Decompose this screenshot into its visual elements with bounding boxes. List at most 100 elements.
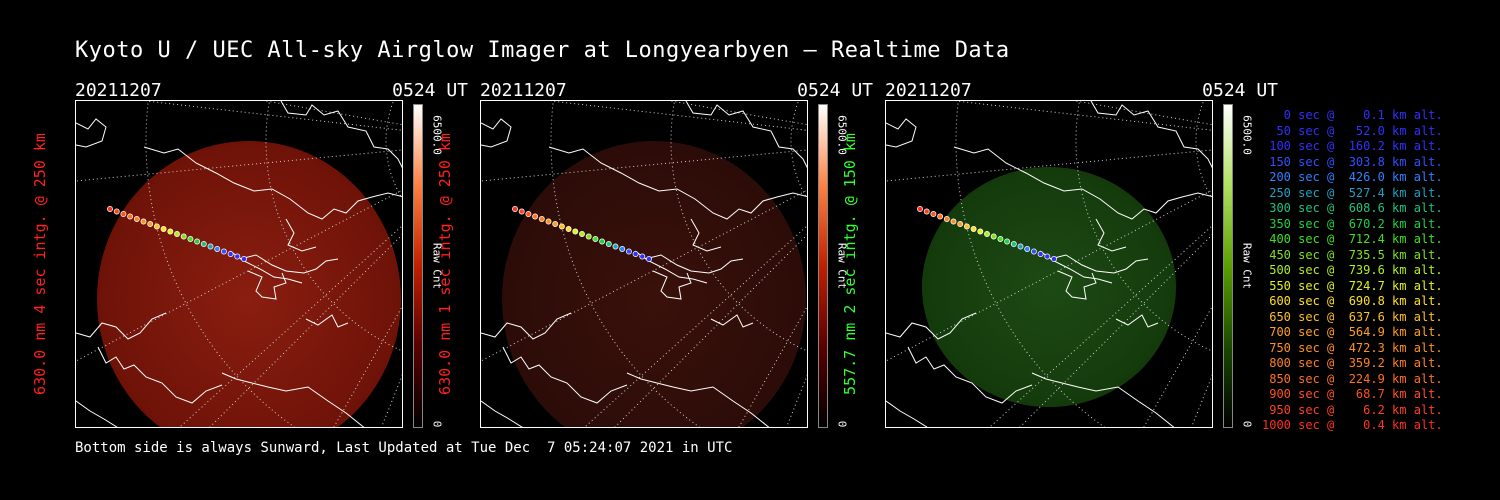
trajectory-point xyxy=(997,236,1004,242)
panel-3: 20211207 0524 UT 557.7 nm 2 sec intg. @ … xyxy=(841,80,1285,430)
trajectory-point xyxy=(1004,238,1011,245)
rocket-trajectory xyxy=(512,206,652,262)
legend-item: 700 sec @ 564.9 km alt. xyxy=(1262,325,1443,339)
trajectory-point xyxy=(1037,251,1044,257)
allsky-disk xyxy=(502,141,806,427)
coastlines xyxy=(481,101,807,427)
trajectory-point xyxy=(1017,243,1024,250)
trajectory-point xyxy=(1044,253,1051,260)
legend-item: 900 sec @ 68.7 km alt. xyxy=(1262,387,1443,401)
trajectory-point xyxy=(1010,241,1017,247)
trajectory-point xyxy=(127,213,134,220)
colorbar xyxy=(413,104,423,428)
panel-date: 20211207 xyxy=(75,80,162,101)
rocket-trajectory xyxy=(107,206,247,262)
trajectory-point xyxy=(180,233,187,240)
trajectory-point xyxy=(917,206,923,212)
legend-item: 500 sec @ 739.6 km alt. xyxy=(1262,263,1443,277)
trajectory-point xyxy=(545,218,552,225)
legend-item: 400 sec @ 712.4 km alt. xyxy=(1262,232,1443,246)
trajectory-point xyxy=(585,233,592,240)
trajectory-point xyxy=(565,226,572,232)
trajectory-point xyxy=(957,221,964,227)
legend-item: 350 sec @ 670.2 km alt. xyxy=(1262,216,1443,231)
trajectory-point xyxy=(187,236,194,242)
trajectory-point xyxy=(140,218,147,225)
trajectory-point xyxy=(512,206,518,212)
rocket-trajectory xyxy=(917,206,1057,262)
lat-lon-grid xyxy=(886,101,1212,427)
legend-item: 800 sec @ 359.2 km alt. xyxy=(1262,356,1443,370)
trajectory-point xyxy=(646,256,652,262)
trajectory-point xyxy=(167,228,174,235)
trajectory-point xyxy=(1051,256,1057,262)
allsky-image xyxy=(480,100,808,428)
trajectory-point xyxy=(930,211,937,217)
legend-item: 450 sec @ 735.5 km alt. xyxy=(1262,247,1443,262)
legend-item: 50 sec @ 52.0 km alt. xyxy=(1262,123,1443,138)
trajectory-point xyxy=(153,223,160,230)
legend-item: 850 sec @ 224.9 km alt. xyxy=(1262,371,1443,386)
legend-item: 750 sec @ 472.3 km alt. xyxy=(1262,340,1443,355)
allsky-image xyxy=(75,100,403,428)
trajectory-point xyxy=(923,208,930,215)
panel-1: 20211207 0524 UT 630.0 nm 4 sec intg. @ … xyxy=(31,80,475,430)
trajectory-point xyxy=(977,228,984,235)
trajectory-point xyxy=(227,251,234,257)
legend-item: 200 sec @ 426.0 km alt. xyxy=(1262,170,1443,184)
legend-item: 150 sec @ 303.8 km alt. xyxy=(1262,154,1443,169)
trajectory-point xyxy=(612,243,619,250)
trajectory-point xyxy=(639,253,646,260)
legend-item: 1000 sec @ 0.4 km alt. xyxy=(1262,418,1443,432)
trajectory-point xyxy=(970,226,977,232)
panel-time: 0524 UT xyxy=(797,80,873,101)
colorbar xyxy=(1223,104,1233,428)
trajectory-point xyxy=(107,206,113,212)
trajectory-point xyxy=(133,216,140,222)
trajectory-point xyxy=(599,238,606,245)
allsky-disk xyxy=(922,167,1176,407)
trajectory-point xyxy=(592,236,599,242)
legend-item: 0 sec @ 0.1 km alt. xyxy=(1262,108,1443,122)
legend-item: 650 sec @ 637.6 km alt. xyxy=(1262,309,1443,324)
trajectory-point xyxy=(538,216,545,222)
trajectory-point xyxy=(532,213,539,220)
trajectory-point xyxy=(572,228,579,235)
trajectory-point xyxy=(194,238,201,245)
trajectory-point xyxy=(160,226,167,232)
coastlines xyxy=(886,101,1212,427)
trajectory-point xyxy=(990,233,997,240)
allsky-disk xyxy=(97,141,401,427)
trajectory-point xyxy=(625,248,632,255)
trajectory-point xyxy=(113,208,120,215)
legend-item: 100 sec @ 160.2 km alt. xyxy=(1262,139,1443,153)
legend-item: 600 sec @ 690.8 km alt. xyxy=(1262,294,1443,308)
trajectory-point xyxy=(937,213,944,220)
trajectory-point xyxy=(234,253,241,260)
trajectory-point xyxy=(120,211,127,217)
trajectory-point xyxy=(619,246,626,252)
trajectory-point xyxy=(558,223,565,230)
lat-lon-grid xyxy=(76,101,402,427)
panel-date: 20211207 xyxy=(480,80,567,101)
trajectory-point xyxy=(950,218,957,225)
trajectory-point xyxy=(552,221,559,227)
trajectory-legend: 0 sec @ 0.1 km alt. 50 sec @ 52.0 km alt… xyxy=(1262,108,1443,434)
legend-item: 950 sec @ 6.2 km alt. xyxy=(1262,402,1443,417)
trajectory-point xyxy=(963,223,970,230)
panel-2: 20211207 0524 UT 630.0 nm 1 sec intg. @ … xyxy=(436,80,880,430)
colorbar xyxy=(818,104,828,428)
trajectory-point xyxy=(207,243,214,250)
trajectory-point xyxy=(220,248,227,255)
trajectory-point xyxy=(525,211,532,217)
trajectory-point xyxy=(200,241,207,247)
trajectory-point xyxy=(241,256,247,262)
lat-lon-grid xyxy=(481,101,807,427)
footer-note: Bottom side is always Sunward, Last Upda… xyxy=(75,440,733,456)
trajectory-point xyxy=(605,241,612,247)
legend-item: 250 sec @ 527.4 km alt. xyxy=(1262,185,1443,200)
trajectory-point xyxy=(214,246,221,252)
trajectory-point xyxy=(632,251,639,257)
allsky-image xyxy=(885,100,1213,428)
panel-time: 0524 UT xyxy=(392,80,468,101)
